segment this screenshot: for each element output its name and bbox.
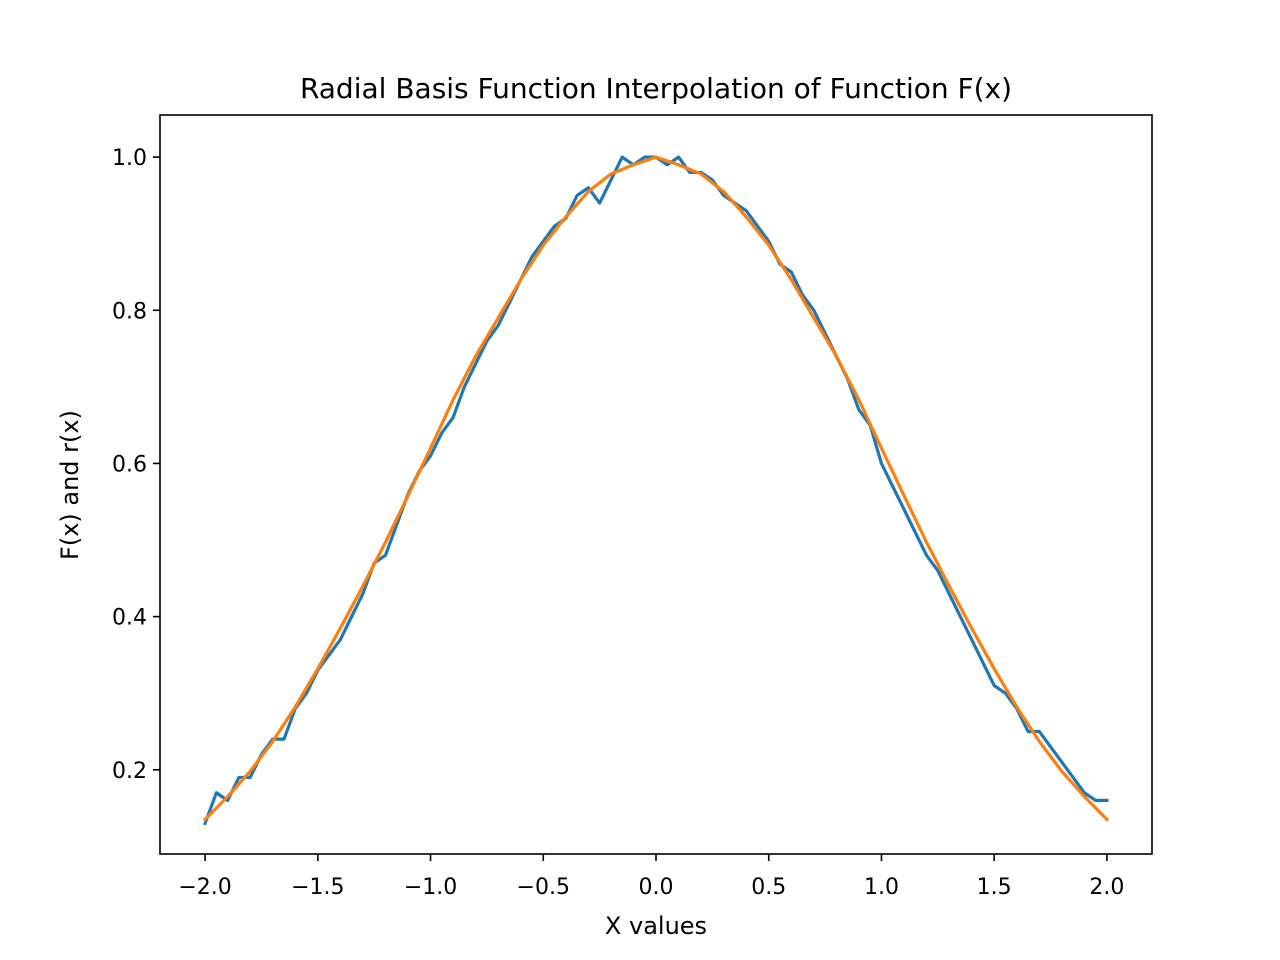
- y-tick-label: 0.6: [112, 452, 147, 477]
- y-tick-label: 0.2: [112, 759, 147, 784]
- x-axis-ticks: −2.0 −1.5 −1.0 −0.5 0.0 0.5 1.0 1.5 2.0: [178, 854, 1124, 900]
- x-tick-label: 1.5: [977, 875, 1012, 900]
- x-tick-label: −0.5: [517, 875, 570, 900]
- x-tick-label: 0.5: [751, 875, 786, 900]
- plot-area: −2.0 −1.5 −1.0 −0.5 0.0 0.5 1.0 1.5 2.0 0.20.40.…: [112, 114, 1153, 900]
- y-tick-label: 0.4: [112, 606, 147, 631]
- series-layer: [202, 155, 1110, 826]
- series-line-2: [202, 155, 1110, 822]
- x-tick-label: 2.0: [1089, 875, 1124, 900]
- x-tick-label: −1.5: [291, 875, 344, 900]
- y-axis-label: F(x) and r(x): [56, 410, 84, 560]
- y-tick-label: 1.0: [112, 146, 147, 171]
- chart-title: Radial Basis Function Interpolation of F…: [300, 72, 1012, 105]
- x-tick-label: −2.0: [178, 875, 231, 900]
- x-tick-label: −1.0: [404, 875, 457, 900]
- x-axis-label: X values: [605, 912, 707, 940]
- x-tick-label: 0.0: [639, 875, 674, 900]
- x-tick-label: 1.0: [864, 875, 899, 900]
- y-tick-label: 0.8: [112, 299, 147, 324]
- y-axis-ticks: 0.2 0.4 0.6 0.8 1.0: [112, 146, 160, 784]
